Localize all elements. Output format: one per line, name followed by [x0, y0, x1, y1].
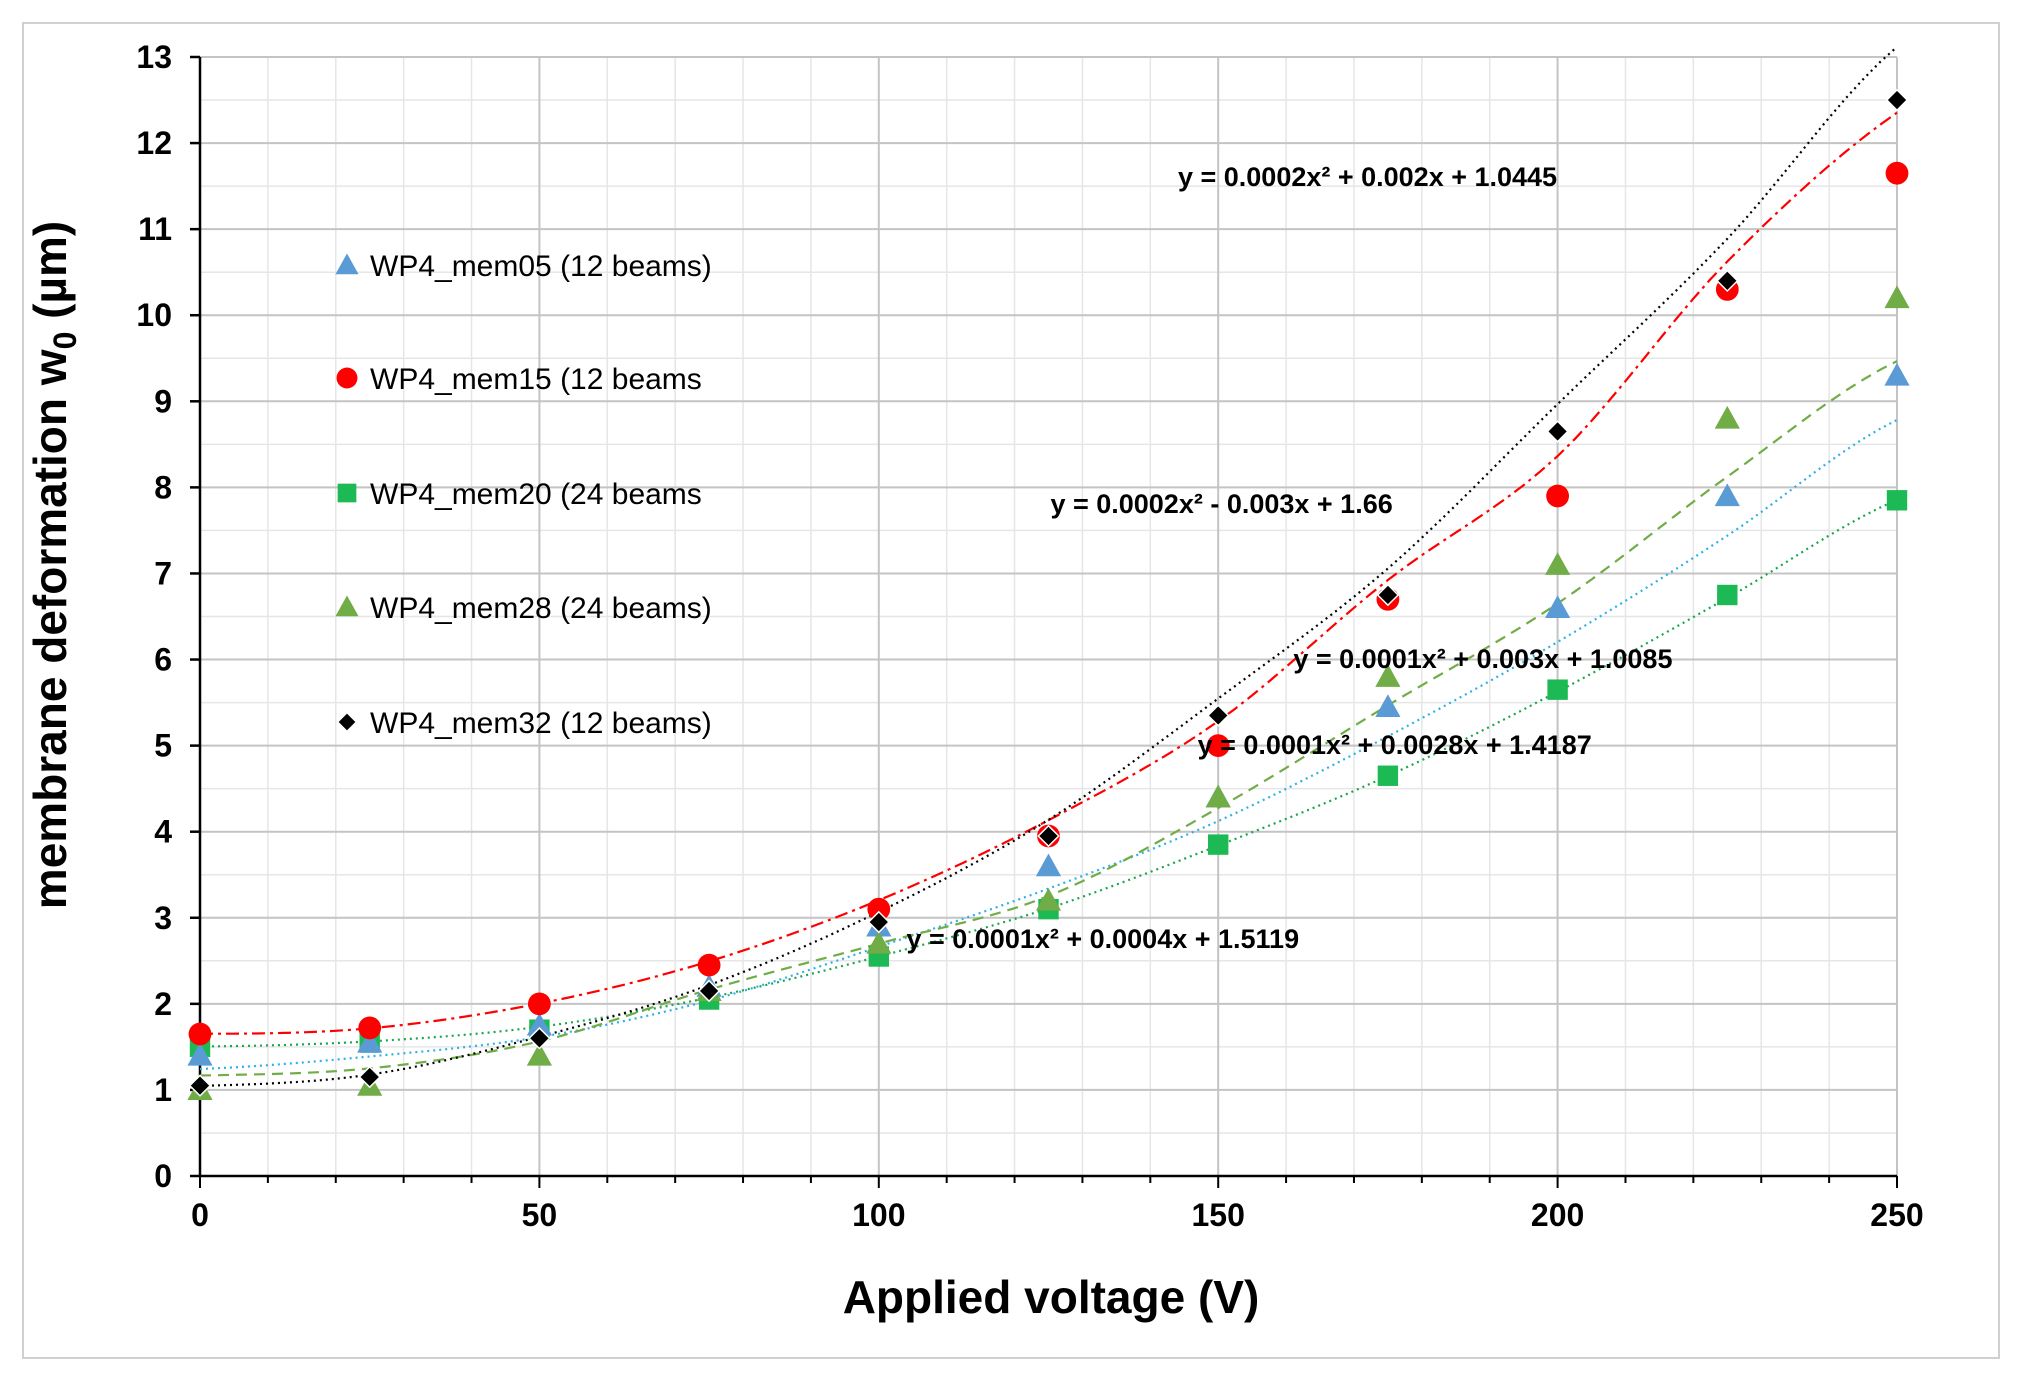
- trendline: [199, 419, 1898, 1071]
- data-point: [1714, 483, 1740, 507]
- data-points: [187, 88, 1910, 1101]
- legend-marker: [337, 483, 357, 503]
- data-point: [1375, 694, 1401, 717]
- data-point: [697, 953, 721, 977]
- data-point: [697, 979, 721, 1003]
- legend-marker: [336, 711, 358, 733]
- data-point: [1546, 420, 1569, 443]
- y-tick-label: 12: [136, 125, 172, 161]
- data-point: [867, 897, 891, 921]
- data-point: [1717, 584, 1738, 606]
- trendline-equations: y = 0.0002x² + 0.002x + 1.0445 y = 0.0002…: [906, 162, 1672, 954]
- data-point: [1375, 664, 1401, 687]
- legend-label: WP4_mem28 (24 beams): [370, 592, 712, 625]
- data-point: [1716, 269, 1739, 293]
- equation-label: y = 0.0001x² + 0.0028x + 1.4187: [1198, 730, 1592, 760]
- data-point: [526, 1012, 552, 1036]
- data-point: [1714, 405, 1740, 429]
- x-tick-label: 0: [191, 1197, 209, 1233]
- y-tick-label: 6: [154, 642, 172, 678]
- x-tick-label: 150: [1192, 1197, 1245, 1233]
- y-tick-label: 8: [154, 469, 172, 505]
- legend-marker: [335, 253, 359, 275]
- data-point: [528, 992, 551, 1016]
- data-point: [358, 1016, 382, 1040]
- data-point: [866, 930, 892, 954]
- legend-label: WP4_mem32 (12 beams): [370, 707, 712, 740]
- data-point: [188, 1074, 212, 1097]
- data-point: [1035, 887, 1062, 911]
- legend: WP4_mem05 (12 beams) WP4_mem15 (12 beams W…: [335, 250, 712, 740]
- data-point: [867, 910, 891, 934]
- legend-marker: [335, 595, 359, 617]
- data-point: [1885, 88, 1909, 112]
- y-tick-label: 0: [154, 1158, 172, 1194]
- y-tick-label: 7: [154, 555, 172, 591]
- data-point: [1546, 484, 1569, 508]
- trendline: [199, 498, 1898, 1048]
- data-point: [1208, 834, 1229, 855]
- equation-label: y = 0.0001x² + 0.0004x + 1.5119: [906, 924, 1299, 954]
- legend-marker: [336, 367, 358, 389]
- data-point: [1545, 595, 1571, 618]
- legend-label: WP4_mem20 (24 beams: [370, 478, 702, 511]
- y-tick-label: 4: [154, 814, 172, 850]
- y-tick-label: 11: [138, 211, 172, 247]
- data-point: [1205, 784, 1231, 808]
- x-tick-label: 100: [852, 1197, 905, 1233]
- data-point: [188, 1022, 212, 1046]
- data-point: [1377, 765, 1399, 786]
- data-point: [1545, 552, 1571, 575]
- x-tick-label: 200: [1531, 1197, 1584, 1233]
- data-point: [528, 1027, 551, 1050]
- trendline: [199, 111, 1898, 1035]
- data-point: [187, 1042, 213, 1066]
- y-tick-label: 9: [154, 383, 172, 419]
- y-tick-label: 10: [136, 297, 172, 333]
- data-point: [1376, 583, 1400, 607]
- data-point: [1884, 362, 1910, 386]
- data-point: [1886, 490, 1908, 511]
- data-point: [357, 1029, 383, 1053]
- data-point: [1035, 853, 1062, 877]
- figure-frame: [22, 22, 2000, 1359]
- axes: [190, 55, 1898, 1188]
- data-point: [1206, 734, 1230, 758]
- data-point: [358, 1065, 381, 1089]
- x-axis-title: Applied voltage (V): [843, 1271, 1260, 1323]
- legend-label: WP4_mem05 (12 beams): [370, 250, 712, 283]
- data-point: [1037, 824, 1060, 848]
- equation-label: y = 0.0002x² - 0.003x + 1.66: [1050, 489, 1392, 519]
- equation-label: y = 0.0002x² + 0.002x + 1.0445: [1178, 162, 1557, 192]
- y-tick-label: 1: [154, 1072, 172, 1108]
- legend-label: WP4_mem15 (12 beams: [370, 363, 702, 396]
- data-point: [1884, 285, 1910, 309]
- grid-lines: [199, 56, 1898, 1177]
- x-tick-label: 250: [1870, 1197, 1923, 1233]
- data-point: [1547, 679, 1568, 700]
- y-tick-label: 2: [154, 986, 172, 1022]
- y-tick-label: 5: [154, 728, 172, 764]
- y-tick-label: 13: [136, 39, 172, 75]
- equation-label: y = 0.0001x² + 0.003x + 1.0085: [1293, 644, 1672, 674]
- data-point: [1206, 704, 1230, 727]
- y-axis-title: membrane deformation w0 (µm): [24, 221, 83, 909]
- data-point: [526, 1042, 552, 1066]
- x-tick-label: 50: [522, 1197, 558, 1233]
- y-tick-label: 3: [154, 900, 172, 936]
- data-point: [1885, 161, 1909, 185]
